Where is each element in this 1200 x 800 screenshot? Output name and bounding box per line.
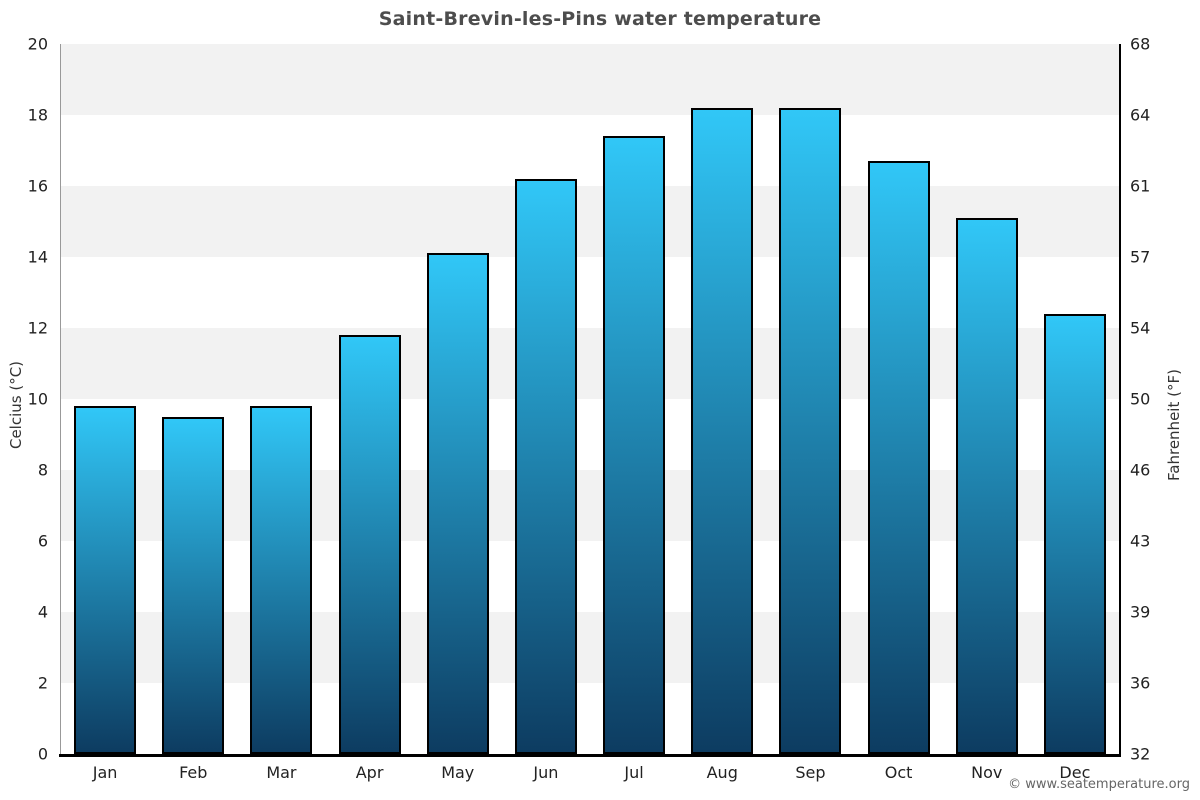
y-axis-left-line xyxy=(60,44,61,757)
grid-band xyxy=(61,115,1119,186)
bar-feb xyxy=(162,417,225,754)
bar-jul xyxy=(603,136,666,754)
grid-band xyxy=(61,612,1119,683)
month-label-apr: Apr xyxy=(355,763,384,782)
y-tick-right: 32 xyxy=(1130,744,1151,764)
y-tick-right: 36 xyxy=(1130,673,1151,693)
y-tick-right: 39 xyxy=(1130,602,1151,622)
y-tick-left: 6 xyxy=(37,531,48,551)
month-label-oct: Oct xyxy=(884,763,913,782)
bar-jan xyxy=(74,406,137,754)
bar-apr xyxy=(338,335,401,754)
y-tick-left: 14 xyxy=(27,247,48,267)
y-tick-right: 43 xyxy=(1130,531,1151,551)
grid-band xyxy=(61,683,1119,754)
month-label-jun: Jun xyxy=(533,763,559,782)
y-tick-right: 68 xyxy=(1130,34,1151,54)
y-tick-left: 12 xyxy=(27,318,48,338)
month-label-dec: Dec xyxy=(1059,763,1091,782)
month-label-feb: Feb xyxy=(179,763,208,782)
y-tick-left: 16 xyxy=(27,176,48,196)
bar-oct xyxy=(867,161,930,754)
month-label-sep: Sep xyxy=(795,763,826,782)
y-tick-right: 54 xyxy=(1130,318,1151,338)
plot-area xyxy=(61,44,1119,754)
month-label-may: May xyxy=(441,763,475,782)
y-tick-left: 20 xyxy=(27,34,48,54)
grid-band xyxy=(61,541,1119,612)
chart-title: Saint-Brevin-les-Pins water temperature xyxy=(378,8,822,30)
grid-band xyxy=(61,44,1119,115)
bar-may xyxy=(426,253,489,754)
y-tick-right: 61 xyxy=(1130,176,1151,196)
y-tick-right: 57 xyxy=(1130,247,1151,267)
y-axis-right-line xyxy=(1119,44,1121,757)
bar-dec xyxy=(1043,314,1106,754)
grid-band xyxy=(61,470,1119,541)
y-tick-left: 8 xyxy=(37,460,48,480)
y-axis-right-title: Fahrenheit (°F) xyxy=(1165,369,1183,481)
month-label-jan: Jan xyxy=(92,763,118,782)
grid-band xyxy=(61,186,1119,257)
x-axis-line xyxy=(59,754,1121,757)
y-tick-left: 2 xyxy=(37,673,48,693)
bar-sep xyxy=(779,108,842,754)
grid-band xyxy=(61,328,1119,399)
grid-band xyxy=(61,399,1119,470)
bar-aug xyxy=(691,108,754,754)
y-tick-right: 50 xyxy=(1130,389,1151,409)
y-tick-left: 4 xyxy=(37,602,48,622)
month-label-aug: Aug xyxy=(706,763,738,782)
y-tick-right: 64 xyxy=(1130,105,1151,125)
grid-band xyxy=(61,257,1119,328)
bar-jun xyxy=(514,179,577,754)
y-tick-left: 18 xyxy=(27,105,48,125)
bar-mar xyxy=(250,406,313,754)
footer-credit: © www.seatemperature.org xyxy=(1008,777,1190,792)
bar-nov xyxy=(955,218,1018,754)
month-label-nov: Nov xyxy=(971,763,1003,782)
y-axis-left-title: Celcius (°C) xyxy=(7,360,25,450)
y-tick-left: 0 xyxy=(37,744,48,764)
month-label-mar: Mar xyxy=(266,763,297,782)
y-tick-left: 10 xyxy=(27,389,48,409)
y-tick-right: 46 xyxy=(1130,460,1151,480)
month-label-jul: Jul xyxy=(624,763,644,782)
